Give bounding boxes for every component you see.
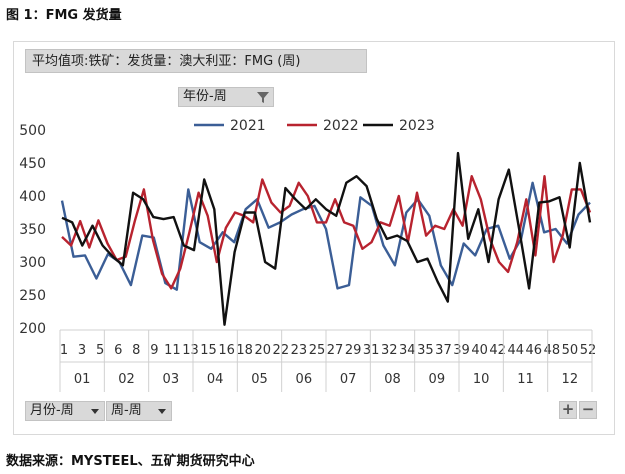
- x-week-label: 6: [114, 343, 122, 358]
- y-tick-label: 450: [19, 156, 46, 172]
- y-axis: 200 250 300 350 400 450 500: [19, 123, 46, 337]
- legend-label: 2023: [399, 118, 435, 134]
- x-week-label: 13: [182, 343, 199, 358]
- x-week-label: 37: [435, 343, 452, 358]
- filter-icon[interactable]: [255, 90, 271, 105]
- x-week-label: 42: [489, 343, 506, 358]
- x-month-label: 02: [118, 372, 135, 387]
- chart-panel: [13, 41, 615, 435]
- x-week-label: 18: [236, 343, 253, 358]
- x-week-label: 48: [544, 343, 561, 358]
- x-month-label: 03: [163, 372, 180, 387]
- x-week-label: 27: [327, 343, 344, 358]
- x-month-label: 04: [207, 372, 224, 387]
- legend-label: 2021: [230, 118, 266, 134]
- x-week-label: 23: [291, 343, 308, 358]
- chevron-down-icon: [91, 409, 99, 414]
- x-axis: 1 3 5 6 8 9 11 13 15 16 18 20 22 23 25 27 29 31 32 34 35 37 39…: [59, 329, 597, 392]
- x-week-label: 8: [132, 343, 140, 358]
- x-month-label: 07: [340, 372, 357, 387]
- row-field-button-week[interactable]: 周-周: [106, 401, 172, 421]
- x-month-label: 10: [473, 372, 490, 387]
- y-tick-label: 500: [19, 123, 46, 139]
- pivot-value-field-header[interactable]: 平均值项:铁矿：发货量：澳大利亚：FMG (周): [25, 49, 367, 73]
- y-tick-label: 200: [19, 321, 46, 337]
- series-line-2023: [61, 151, 592, 326]
- x-month-label: 12: [562, 372, 579, 387]
- series-line-2021: [60, 181, 591, 291]
- x-month-label: 08: [384, 372, 401, 387]
- x-week-label: 32: [381, 343, 398, 358]
- x-week-label: 9: [150, 343, 158, 358]
- x-week-label: 35: [417, 343, 434, 358]
- zoom-out-button[interactable]: −: [579, 401, 597, 419]
- x-week-label: 5: [96, 343, 104, 358]
- row-field-button-month[interactable]: 月份-周: [25, 401, 105, 421]
- x-week-label: 20: [254, 343, 271, 358]
- x-month-label: 06: [296, 372, 313, 387]
- x-week-label: 29: [345, 343, 362, 358]
- x-week-label: 34: [399, 343, 416, 358]
- column-field-button[interactable]: 年份-周: [178, 87, 274, 107]
- x-month-label: 11: [517, 372, 534, 387]
- x-month-label: 09: [429, 372, 446, 387]
- x-week-label: 31: [363, 343, 380, 358]
- row-field-label-month: 月份-周: [30, 403, 74, 418]
- y-tick-label: 300: [19, 255, 46, 271]
- x-week-label: 3: [78, 343, 86, 358]
- column-field-label: 年份-周: [183, 89, 227, 104]
- data-source: 数据来源：MYSTEEL、五矿期货研究中心: [6, 454, 255, 469]
- figure-title: 图 1：FMG 发货量: [6, 8, 122, 23]
- x-week-label: 50: [562, 343, 579, 358]
- legend-label: 2022: [323, 118, 359, 134]
- y-tick-label: 400: [19, 189, 46, 205]
- x-week-label: 11: [164, 343, 181, 358]
- x-week-label: 15: [200, 343, 217, 358]
- chevron-down-icon: [158, 409, 166, 414]
- series-line-2022: [61, 174, 592, 290]
- x-week-label: 16: [218, 343, 235, 358]
- x-week-label: 52: [580, 343, 597, 358]
- y-tick-label: 350: [19, 222, 46, 238]
- zoom-in-button[interactable]: +: [559, 401, 577, 419]
- x-week-label: 39: [453, 343, 470, 358]
- chart-legend: 2021 2022 2023: [194, 118, 435, 134]
- y-tick-label: 250: [19, 288, 46, 304]
- row-field-label-week: 周-周: [111, 403, 142, 418]
- x-month-label: 05: [251, 372, 268, 387]
- x-week-label: 22: [273, 343, 290, 358]
- x-week-label: 1: [60, 343, 68, 358]
- x-week-label: 40: [471, 343, 488, 358]
- x-month-label: 01: [74, 372, 91, 387]
- x-week-label: 44: [507, 343, 524, 358]
- x-week-label: 46: [526, 343, 543, 358]
- x-week-label: 25: [309, 343, 326, 358]
- chart-series: [60, 151, 592, 326]
